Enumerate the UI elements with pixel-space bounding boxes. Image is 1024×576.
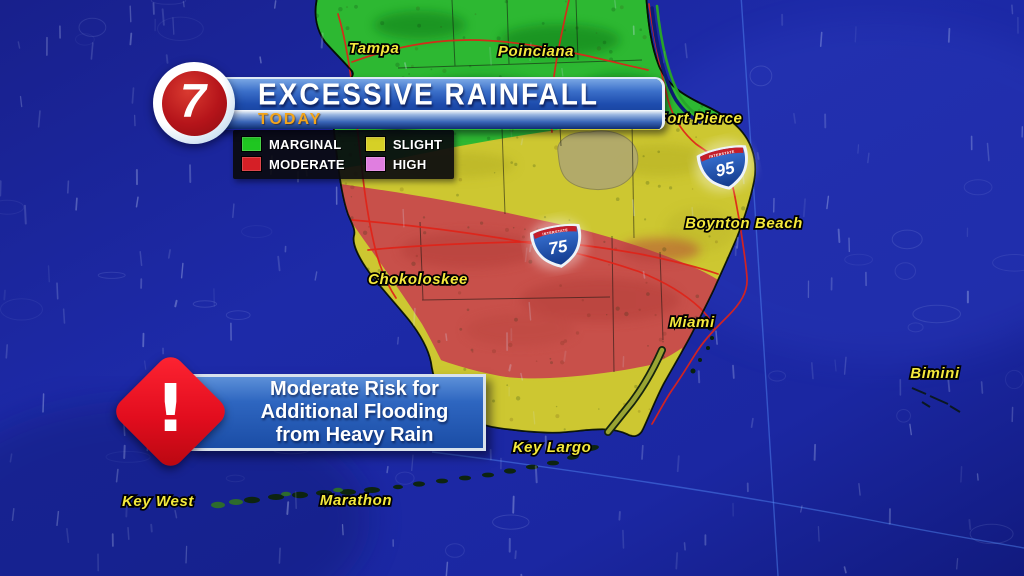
callout-line3: from Heavy Rain (275, 424, 434, 446)
title-banner: EXCESSIVE RAINFALL TODAY (200, 77, 665, 130)
marginal-swatch (241, 136, 262, 152)
slight-swatch (364, 136, 386, 152)
city-label-fort-pierce: Fort Pierce (658, 110, 743, 127)
callout-line1: Moderate Risk for (270, 378, 439, 400)
city-label-boynton-beach: Boynton Beach (685, 215, 803, 232)
city-label-miami: Miami (669, 314, 715, 331)
city-label-tampa: Tampa (349, 40, 400, 57)
banner-title: EXCESSIVE RAINFALL (258, 77, 599, 111)
city-label-key-west: Key West (122, 493, 194, 510)
moderate-swatch (241, 156, 262, 172)
logo-number: 7 (179, 73, 207, 127)
zone-moderate-texture (400, 232, 700, 346)
city-label-bimini: Bimini (910, 365, 960, 382)
city-label-key-largo: Key Largo (513, 439, 592, 456)
svg-text:INTERSTATE: INTERSTATE (709, 150, 735, 159)
legend-item-marginal: MARGINAL (241, 136, 345, 152)
city-label-chokoloskee: Chokoloskee (368, 271, 468, 288)
channel-7-icon: 7 (161, 70, 227, 136)
callout-line2: Additional Flooding (260, 401, 449, 423)
svg-text:95: 95 (714, 158, 737, 181)
barrier-island (650, 4, 709, 124)
station-logo: 7 (153, 62, 235, 144)
legend-item-slight: SLIGHT (364, 136, 442, 152)
flood-risk-callout: Moderate Risk for Additional Flooding fr… (189, 374, 486, 451)
city-labels: Tampa Poinciana Fort Pierce Boynton Beach Ch… (120, 38, 961, 511)
legend-item-high: HIGH (364, 156, 442, 172)
svg-text:INTERSTATE: INTERSTATE (542, 228, 569, 236)
zone-moderate (326, 182, 728, 379)
florida-keys (211, 316, 961, 509)
city-label-marathon: Marathon (320, 492, 392, 509)
banner-subtitle: TODAY (258, 111, 323, 128)
legend-item-moderate: MODERATE (241, 156, 345, 172)
lake-okeechobee (557, 130, 639, 190)
risk-legend: MARGINAL MODERATE SLIGHT HIGH (233, 130, 455, 179)
high-swatch (364, 156, 386, 172)
svg-text:75: 75 (547, 236, 569, 258)
city-label-poinciana: Poinciana (498, 43, 574, 60)
exclamation-icon: ! (155, 370, 186, 447)
